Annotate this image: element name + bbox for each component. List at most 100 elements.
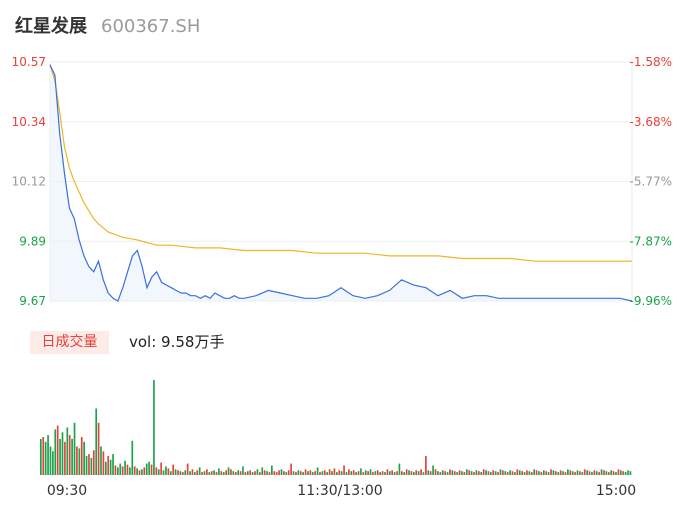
- y-tick-left: 9.89: [19, 234, 46, 248]
- volume-bar: [126, 464, 129, 475]
- volume-bar: [554, 471, 557, 475]
- volume-bar: [112, 454, 114, 475]
- volume-bar: [511, 471, 514, 475]
- volume-bar: [194, 472, 196, 475]
- volume-bar: [461, 471, 463, 475]
- volume-bar: [603, 470, 605, 476]
- volume-bar: [47, 435, 49, 475]
- volume-bar: [42, 437, 45, 475]
- volume-bar: [415, 470, 418, 476]
- volume-bar: [629, 471, 632, 475]
- volume-bar: [593, 470, 596, 476]
- volume-bar: [268, 472, 271, 475]
- volume-bar: [434, 469, 437, 475]
- volume-bar: [148, 461, 150, 475]
- volume-bar: [172, 464, 175, 475]
- volume-bar: [533, 469, 536, 475]
- volume-bar: [54, 429, 57, 475]
- volume-bar: [475, 470, 478, 476]
- volume-bar: [581, 472, 584, 475]
- volume-bar: [109, 459, 112, 475]
- volume-bar: [232, 471, 235, 475]
- y-tick-right: -7.87%: [630, 234, 672, 248]
- volume-bar: [482, 469, 485, 475]
- volume-bar: [145, 463, 148, 475]
- volume-bar: [388, 471, 391, 475]
- volume-bar: [64, 441, 66, 476]
- volume-bar: [292, 471, 295, 475]
- volume-bar: [595, 471, 598, 475]
- volume-bar: [492, 470, 495, 476]
- volume-bar: [627, 470, 629, 476]
- volume-bar: [372, 472, 374, 475]
- volume-bar: [314, 471, 317, 475]
- volume-bar: [588, 471, 591, 475]
- volume-bar: [538, 471, 540, 475]
- volume-bar: [348, 469, 350, 475]
- volume-bar: [432, 465, 434, 475]
- volume-bar: [362, 472, 365, 475]
- volume-bar: [449, 469, 451, 475]
- volume-bar: [518, 470, 521, 476]
- y-tick-right: -3.68%: [630, 115, 672, 129]
- volume-bar: [360, 468, 362, 476]
- volume-bar: [396, 471, 398, 475]
- volume-bar: [174, 469, 177, 475]
- volume-bar: [502, 470, 504, 476]
- volume-bar: [567, 469, 569, 475]
- volume-bar: [102, 451, 105, 476]
- price-area-shape: [50, 64, 632, 301]
- volume-bar: [444, 471, 446, 475]
- volume-bar: [150, 464, 153, 475]
- volume-bar: [220, 471, 223, 475]
- time-axis: 09:30 11:30/13:00 15:00: [47, 483, 636, 499]
- volume-bar: [68, 435, 71, 475]
- volume-bar: [569, 470, 572, 476]
- volume-bar: [114, 465, 117, 475]
- time-tick-label: 15:00: [596, 483, 636, 499]
- volume-bar: [485, 470, 487, 476]
- volume-bar: [73, 422, 76, 476]
- volume-bar: [263, 470, 266, 476]
- volume-bar: [624, 472, 627, 475]
- volume-bar: [227, 467, 230, 475]
- volume-bar: [59, 438, 61, 475]
- y-tick-right: -5.77%: [630, 175, 672, 189]
- volume-bar: [169, 471, 172, 475]
- volume-bar: [439, 472, 442, 475]
- volume-bar: [167, 468, 170, 476]
- stock-name: 红星发展: [15, 16, 87, 37]
- volume-bar: [153, 380, 155, 475]
- volume-bar: [586, 470, 588, 476]
- volume-bar: [557, 472, 560, 475]
- volume-bar: [52, 451, 54, 476]
- volume-bar: [129, 467, 131, 475]
- volume-bar: [413, 472, 415, 475]
- volume-bar: [44, 441, 47, 476]
- stock-code: 600367.SH: [101, 16, 201, 37]
- volume-bar: [244, 472, 247, 475]
- right-axis-ticks: -1.58% -3.68% -5.77% -7.87% -9.96%: [630, 55, 672, 308]
- volume-bar: [266, 471, 268, 475]
- volume-bar: [499, 469, 502, 475]
- volume-bar: [213, 470, 215, 476]
- volume-bar: [612, 471, 615, 475]
- time-tick-label: 09:30: [47, 483, 87, 499]
- volume-bar: [470, 471, 473, 475]
- volume-bar: [355, 472, 357, 475]
- volume-bar: [429, 471, 432, 475]
- volume-bar: [239, 471, 242, 475]
- volume-bar: [280, 469, 283, 475]
- volume-bar: [410, 471, 413, 475]
- volume-bar: [336, 472, 338, 475]
- volume-bar: [465, 469, 468, 475]
- volume-bar: [234, 472, 237, 475]
- volume-bar: [622, 471, 625, 475]
- volume-bar: [285, 472, 288, 475]
- volume-bar: [605, 471, 608, 475]
- volume-bar: [420, 469, 422, 475]
- volume-bar: [230, 469, 232, 475]
- volume-bar: [386, 469, 389, 475]
- volume-bars: [40, 380, 632, 476]
- volume-bar: [535, 470, 538, 476]
